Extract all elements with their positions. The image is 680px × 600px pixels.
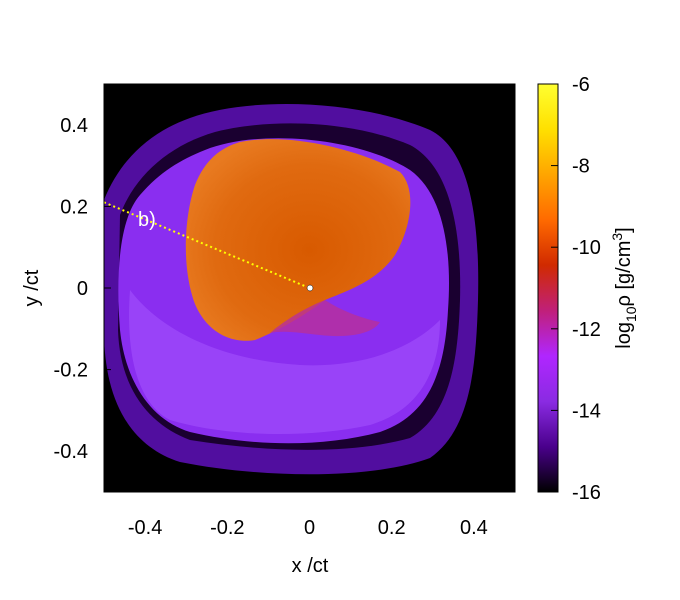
colorbar-tick-label: -16	[572, 482, 601, 504]
colorbar-label: log10ρ [g/cm3]	[609, 227, 639, 348]
y-tick-label: -0.4	[54, 441, 88, 463]
y-tick-label: 0	[77, 278, 88, 300]
x-tick-label: 0.4	[460, 517, 488, 539]
y-tick-label: 0.2	[60, 196, 88, 218]
annotation-label: b)	[138, 209, 156, 231]
colorbar-label-sup: 3	[609, 233, 625, 241]
colorbar-tick-label: -8	[572, 156, 590, 178]
colorbar-label-main: log	[613, 322, 635, 349]
x-axis-ticks: -0.4 -0.2 0 0.2 0.4	[128, 84, 488, 539]
colorbar	[537, 83, 559, 493]
y-tick-label: -0.2	[54, 360, 88, 382]
colorbar-label-sub: 10	[623, 306, 639, 322]
central-object-marker	[306, 284, 314, 292]
colorbar-tick-label: -14	[572, 400, 601, 422]
y-axis-ticks: 0.4 0.2 0 -0.2 -0.4	[54, 115, 515, 463]
colorbar-label-rest: ρ [g/cm	[613, 241, 635, 307]
colorbar-tick-label: -6	[572, 74, 590, 96]
colorbar-tick-label: -10	[572, 237, 601, 259]
colorbar-tick-label: -12	[572, 319, 601, 341]
annotation-line	[104, 201, 310, 289]
x-tick-label: 0	[304, 517, 315, 539]
core-tail	[270, 300, 380, 337]
dense-core	[185, 139, 411, 341]
x-tick-label: -0.2	[210, 517, 244, 539]
y-tick-label: 0.4	[60, 115, 88, 137]
x-tick-label: -0.4	[128, 517, 162, 539]
envelope-highlight	[129, 290, 440, 435]
x-axis-label: x /ct	[292, 555, 329, 577]
plot-area	[104, 84, 515, 492]
colorbar-ticks: -6 -8 -10 -12 -14 -16	[551, 74, 601, 504]
y-axis-label: y /ct	[21, 269, 43, 306]
x-tick-label: 0.2	[378, 517, 406, 539]
colorbar-label-end: ]	[613, 227, 635, 233]
